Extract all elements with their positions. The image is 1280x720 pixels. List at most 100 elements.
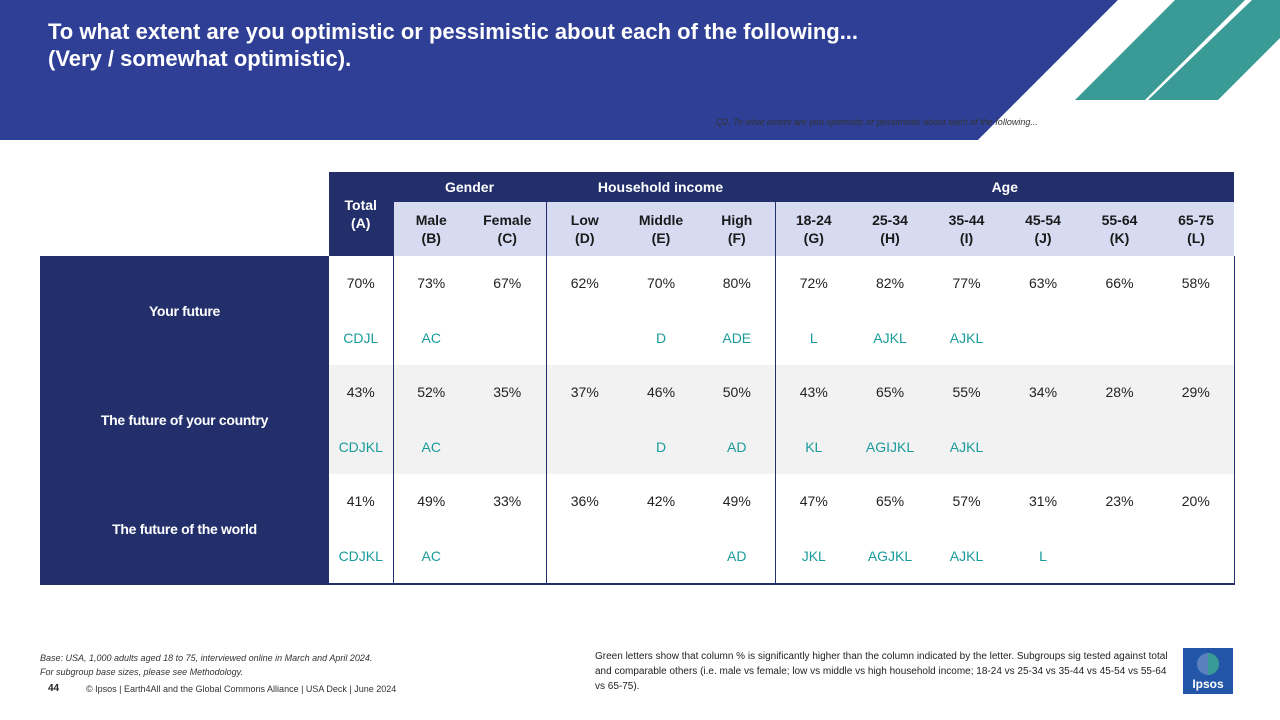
value-cell: 63% <box>1029 275 1058 291</box>
sig-letters-cell <box>1158 310 1235 365</box>
logo-mark-icon <box>1197 653 1219 675</box>
value-cell: 41% <box>346 493 375 509</box>
column-code: (H) <box>880 230 900 246</box>
value-cell: 36% <box>545 474 624 528</box>
stripe-decoration <box>1075 0 1245 100</box>
sig-letters-cell: L <box>774 310 853 365</box>
header-banner <box>0 0 1280 140</box>
slide-title: To what extent are you optimistic or pes… <box>48 18 1008 72</box>
results-table: Total (A) Gender Household income Age Ma… <box>40 172 1235 585</box>
sig-letters-cell <box>1081 419 1159 474</box>
value-cell: 34% <box>1005 365 1082 419</box>
significance-row: CDJKL AC D AD KL AGIJKL AJKL <box>40 419 1235 474</box>
value-cell: 62% <box>545 256 624 310</box>
value-cell: 72% <box>774 256 853 310</box>
page-number: 44 <box>48 683 60 694</box>
value-cell: 73% <box>392 256 469 310</box>
group-income: Household income <box>545 172 776 202</box>
total-code: (A) <box>351 215 371 231</box>
total-header: Total (A) <box>329 172 393 256</box>
value-cell: 43% <box>774 365 853 419</box>
column-header: 65-75 (L) <box>1158 202 1235 256</box>
sig-letters-cell: AD <box>699 528 776 585</box>
column-header: Low (D) <box>545 202 624 256</box>
column-code: (K) <box>1109 230 1130 246</box>
sig-letters-cell <box>1005 419 1082 474</box>
sig-letters-cell: CDJKL <box>329 528 393 585</box>
column-code: (G) <box>803 230 824 246</box>
question-text: Q2. To what extent are you optimistic or… <box>716 117 1038 127</box>
sig-letters-cell: CDJKL <box>329 419 393 474</box>
column-label: Female <box>483 212 532 228</box>
value-cell: 52% <box>392 365 469 419</box>
sig-letters-cell <box>1081 528 1159 585</box>
sig-letters-cell <box>469 419 547 474</box>
value-cell: 29% <box>1158 365 1235 419</box>
column-label: Middle <box>638 212 684 228</box>
value-cell: 42% <box>647 493 676 509</box>
value-cell: 33% <box>493 493 522 509</box>
column-header: Middle (E) <box>623 202 700 256</box>
column-code: (B) <box>421 230 441 246</box>
sig-letters-cell: D <box>655 329 667 346</box>
significance-note: Green letters show that column % is sign… <box>595 651 1168 692</box>
value-cell: 23% <box>1105 493 1134 509</box>
column-label: 65-75 <box>1178 212 1214 228</box>
sig-letters-cell: ADE <box>722 329 752 346</box>
value-cell: 67% <box>493 275 522 291</box>
table-row: The future of your country 43% 52% 35% 37% 46… <box>40 365 1235 474</box>
value-cell: 70% <box>346 275 375 291</box>
sig-letters-cell: CDJL <box>343 329 379 346</box>
sig-letters-cell <box>545 310 624 365</box>
value-cell: 49% <box>722 493 751 509</box>
logo-text: Ipsos <box>1192 677 1224 691</box>
value-cell: 58% <box>1158 256 1235 310</box>
sig-letters-cell: AJKL <box>928 528 1006 585</box>
column-header: Female (C) <box>469 202 547 256</box>
value-cell: 66% <box>1105 275 1134 291</box>
sig-letters-cell: KL <box>774 419 853 474</box>
sig-letters-cell <box>545 528 624 585</box>
title-line-1: To what extent are you optimistic or pes… <box>48 19 859 44</box>
value-cell: 47% <box>774 474 853 528</box>
sig-letters-cell <box>469 528 547 585</box>
column-code: (C) <box>497 230 517 246</box>
significance-row: CDJKL AC AD JKL AGJKL AJKL L <box>40 528 1235 585</box>
column-header: 35-44 (I) <box>928 202 1006 256</box>
value-cell: 65% <box>852 365 929 419</box>
sig-letters-cell: AC <box>392 528 469 585</box>
value-cell: 46% <box>623 365 700 419</box>
sig-letters-cell <box>1005 310 1081 365</box>
value-cell: 43% <box>329 365 393 419</box>
value-cell: 55% <box>928 365 1006 419</box>
column-code: (I) <box>959 230 974 246</box>
column-header: High (F) <box>699 202 776 256</box>
column-label: 45-54 <box>1025 212 1061 228</box>
column-code: (J) <box>1034 230 1052 246</box>
value-cell: 50% <box>699 365 776 419</box>
title-line-2: (Very / somewhat optimistic). <box>48 46 352 71</box>
value-cell: 57% <box>952 493 981 509</box>
row-label: Your future <box>40 256 329 365</box>
base-line-2: For subgroup base sizes, please see Meth… <box>40 667 243 677</box>
base-line-1: Base: USA, 1,000 adults aged 18 to 75, i… <box>40 653 373 663</box>
column-header: 18-24 (G) <box>774 202 853 256</box>
sig-letters-cell: AJKL <box>928 419 1006 474</box>
group-gender: Gender <box>392 172 547 202</box>
sig-letters-cell <box>623 528 700 585</box>
sig-letters-cell: JKL <box>774 528 853 585</box>
table-body: Your future 70% 73% 67% 62% 70% 80% 72% 82% 77% 63… <box>40 256 1235 585</box>
sig-letters-cell: AC <box>392 419 469 474</box>
value-cell: 35% <box>469 365 547 419</box>
column-header: Male (B) <box>392 202 469 256</box>
column-code: (E) <box>651 230 671 246</box>
column-label: Low <box>570 212 599 228</box>
sig-letters-cell: AJKL <box>873 329 907 346</box>
sig-letters-cell: AGIJKL <box>852 419 929 474</box>
sig-letters-cell: L <box>1005 528 1082 585</box>
sig-letters-cell <box>1158 419 1235 474</box>
group-header-row: Total (A) Gender Household income Age <box>40 172 1235 256</box>
sig-letters-cell <box>545 419 624 474</box>
value-cell: 20% <box>1158 474 1235 528</box>
total-label: Total <box>344 197 377 213</box>
